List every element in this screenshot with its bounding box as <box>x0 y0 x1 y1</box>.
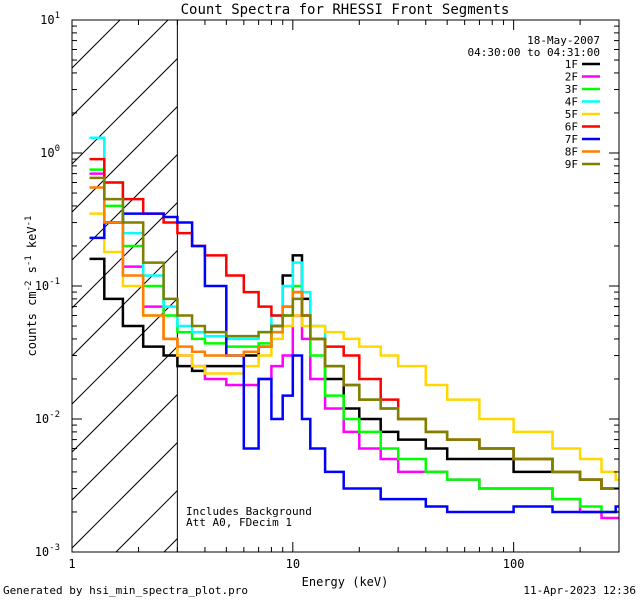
annotation-attenuator: Att A0, FDecim 1 <box>186 516 292 529</box>
axis-ticks: 1 10 100 10-3 10-2 10-1 100 101 <box>35 11 620 571</box>
legend-label-6f: 6F <box>565 121 578 134</box>
chart-title: Count Spectra for RHESSI Front Segments <box>181 2 510 18</box>
legend-label-5f: 5F <box>565 108 578 121</box>
legend-label-3f: 3F <box>565 83 578 96</box>
series-line-9f <box>89 176 619 490</box>
x-tick-label: 100 <box>503 557 525 571</box>
y-tick-label: 10-3 <box>35 543 60 559</box>
hatch-line <box>72 105 178 213</box>
y-axis-label: counts cm-2 s-1 keV-1 <box>24 216 39 357</box>
legend-label-2f: 2F <box>565 71 578 84</box>
series-line-1f <box>89 254 619 490</box>
series-line-7f <box>89 212 619 514</box>
legend-label-9f: 9F <box>565 158 578 171</box>
y-tick-label: 10-2 <box>35 410 60 426</box>
series-line-2f <box>89 172 619 520</box>
series-line-5f <box>89 212 619 481</box>
x-tick-label: 10 <box>286 557 300 571</box>
series-line-6f <box>89 157 619 490</box>
legend-label-8f: 8F <box>565 146 578 159</box>
hatch-line <box>72 20 121 69</box>
observation-date: 18-May-2007 <box>527 34 600 47</box>
legend-label-1f: 1F <box>565 58 578 71</box>
series-line-3f <box>89 168 619 514</box>
hatch-line <box>72 441 178 549</box>
series-layer <box>89 136 619 520</box>
hatch-line <box>72 393 178 501</box>
x-axis-label: Energy (keV) <box>302 575 389 589</box>
hatch-line <box>72 20 169 117</box>
y-tick-label: 100 <box>40 144 60 160</box>
hatch-line <box>72 57 178 165</box>
hatch-line <box>260 20 640 552</box>
footer-generated-by: Generated by hsi_min_spectra_plot.pro <box>3 584 248 597</box>
legend-label-4f: 4F <box>565 96 578 109</box>
hatch-line <box>308 20 640 552</box>
footer-timestamp: 11-Apr-2023 12:36 <box>523 584 636 597</box>
observation-time-range: 04:30:00 to 04:31:00 <box>468 46 600 59</box>
hatch-line <box>72 201 178 309</box>
series-line-4f <box>89 136 619 490</box>
x-tick-label: 1 <box>68 557 75 571</box>
y-tick-label: 101 <box>40 11 60 27</box>
hatch-line <box>72 297 178 405</box>
legend-label-7f: 7F <box>565 133 578 146</box>
y-tick-label: 10-1 <box>35 277 60 293</box>
annotation-background: Includes Background <box>186 505 312 518</box>
